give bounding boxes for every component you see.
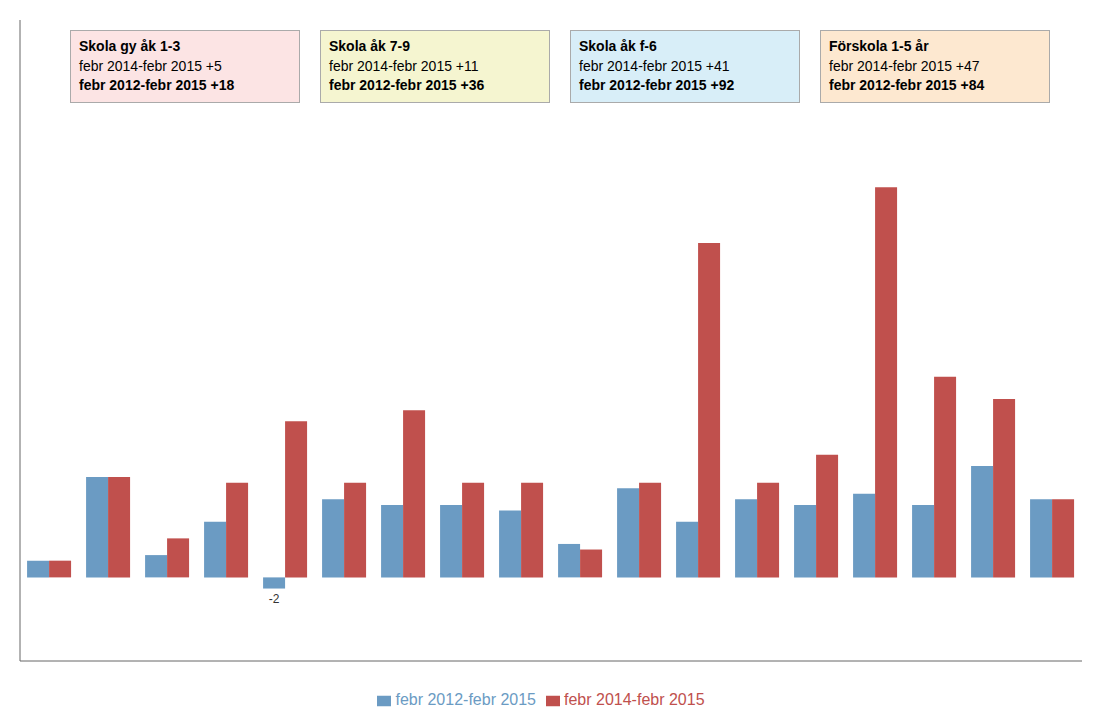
html-text:febr 2012-febr 2015 +18: febr 2012-febr 2015 +18 (79, 77, 235, 94)
html-text:febr 2012-febr 2015: febr 2012-febr 2015 (395, 691, 536, 708)
html-text:febr 2012-febr 2015 +92: febr 2012-febr 2015 +92 (579, 77, 735, 94)
html-text:febr 2014-febr 2015: febr 2014-febr 2015 (564, 691, 705, 708)
html-text:febr 2014-febr 2015 +47: febr 2014-febr 2015 +47 (829, 57, 980, 74)
html-text:febr 2012-febr 2015 +36: febr 2012-febr 2015 +36 (329, 77, 485, 94)
html-text:Skola gy åk 1-3: Skola gy åk 1-3 (79, 38, 181, 54)
html-text:Skola åk 7-9: Skola åk 7-9 (329, 38, 410, 54)
html-text:febr 2012-febr 2015 +84: febr 2012-febr 2015 +84 (829, 77, 985, 94)
html-text:febr 2014-febr 2015 +11: febr 2014-febr 2015 +11 (329, 57, 479, 74)
html-text:febr 2014-febr 2015 +41: febr 2014-febr 2015 +41 (579, 57, 730, 74)
html-text:Skola åk f-6: Skola åk f-6 (579, 38, 657, 54)
html-text:Förskola 1-5 år: Förskola 1-5 år (829, 38, 929, 54)
svg-text:-2: -2 (269, 592, 280, 606)
html-text:febr 2014-febr 2015 +5: febr 2014-febr 2015 +5 (79, 57, 222, 74)
